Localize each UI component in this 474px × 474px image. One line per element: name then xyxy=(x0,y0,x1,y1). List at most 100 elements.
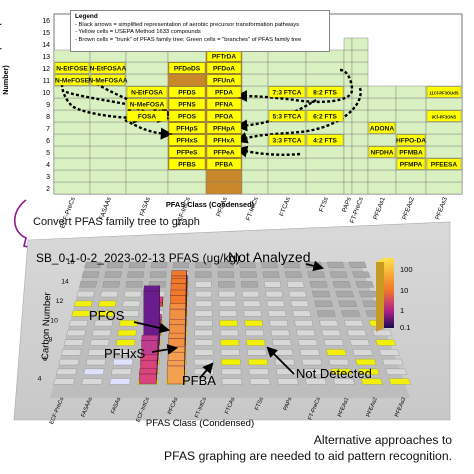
bottom-caption: Alternative approaches to PFAS graphing … xyxy=(164,432,452,464)
compound-cell xyxy=(426,158,462,170)
compound-label: PFDoDS xyxy=(174,66,201,73)
graph-3d-y-tick: 12 xyxy=(56,298,64,305)
graph-3d-cell xyxy=(81,271,100,278)
tree-cell xyxy=(395,109,427,123)
convert-caption: Convert PFAS family tree to graph xyxy=(33,216,200,228)
graph-3d-cell xyxy=(220,349,240,356)
graph-3d-y-tick: 10 xyxy=(50,317,58,324)
compound-label: PFUnA xyxy=(213,78,235,85)
compound-label: N-EtFOSAA xyxy=(90,66,127,73)
graph-3d-cell xyxy=(249,378,271,385)
graph-3d-cell xyxy=(288,290,307,298)
graph-3d-cell xyxy=(111,368,132,375)
graph-3d-cell xyxy=(94,320,114,327)
graph-3d-cell xyxy=(332,281,351,288)
graph-3d-cell xyxy=(195,271,212,278)
graph-3d-cell xyxy=(61,349,82,356)
compound-label: 4:2 FTS xyxy=(313,138,337,145)
graph-3d-cell xyxy=(335,290,355,298)
tree-cell xyxy=(305,181,345,195)
y-tick-label: 7 xyxy=(46,126,50,133)
graph-3d-cell xyxy=(55,368,78,375)
graph-3d-bar-top xyxy=(140,354,158,361)
colorbar-tick: 10 xyxy=(400,286,408,295)
graph-3d-cell xyxy=(127,271,145,278)
tree-cell xyxy=(351,145,369,159)
not-analyzed-label: Not Analyzed xyxy=(228,249,311,265)
compound-label: N-MeFOSA xyxy=(130,102,165,109)
y-axis-title: Total Number of Carbons in Compound (Car… xyxy=(0,0,10,162)
graph-3d-cell xyxy=(194,310,213,317)
tree-cell xyxy=(343,133,353,147)
compound-cell xyxy=(206,122,242,134)
tree-cell xyxy=(343,157,353,171)
tree-cell xyxy=(305,121,345,135)
tree-cell xyxy=(367,109,397,123)
graph-3d-cell xyxy=(299,349,320,356)
compound-label: PFHpS xyxy=(176,126,198,133)
tree-cell xyxy=(53,157,91,171)
tree-cell xyxy=(241,121,269,135)
graph-3d-cell xyxy=(292,310,312,317)
tree-cell xyxy=(89,157,127,171)
graph-3d-cell xyxy=(297,339,318,346)
graph-3d-bar-top xyxy=(171,270,187,277)
graph-3d-cell xyxy=(326,261,345,268)
graph-3d-cell xyxy=(63,339,84,346)
graph-3d-cell xyxy=(96,310,115,317)
pfba-label: PFBA xyxy=(182,373,216,388)
graph-3d-cell xyxy=(375,339,397,346)
graph-3d-cell xyxy=(378,349,400,356)
tree-cell xyxy=(267,181,307,195)
graph-3d-cell xyxy=(296,329,316,336)
compound-cell xyxy=(54,74,90,86)
graph-3d-bar-top xyxy=(169,303,186,310)
graph-3d-cell xyxy=(194,349,214,356)
legend-item: - Black arrows = simplified representati… xyxy=(75,21,300,28)
tree-cell xyxy=(89,181,127,195)
graph-3d-y-tick: 4 xyxy=(38,376,42,383)
compound-cell xyxy=(206,110,242,122)
y-tick-label: 6 xyxy=(46,138,50,145)
graph-3d-cell xyxy=(309,281,328,288)
compound-label: N-EtFOSA xyxy=(131,90,163,97)
tree-cell xyxy=(351,133,369,147)
x-tick-label: PFEAs3 xyxy=(434,196,449,221)
graph-3d-x-tick: PAPs xyxy=(283,396,294,411)
compound-cell xyxy=(168,62,206,74)
tree-cell xyxy=(53,121,91,135)
x-axis-title: PFAS Class (Condensed) xyxy=(166,200,255,209)
tree-cell xyxy=(125,145,169,159)
tree-cell xyxy=(351,109,369,123)
graph-3d-cell xyxy=(102,281,120,288)
compound-cell xyxy=(396,158,426,170)
graph-3d-cell xyxy=(194,300,213,307)
compound-cell xyxy=(126,86,168,98)
tree-cell xyxy=(205,181,243,195)
y-tick-label: 15 xyxy=(42,30,50,37)
tree-cell xyxy=(53,85,91,99)
graph-3d-cell xyxy=(343,320,364,327)
graph-3d-cell xyxy=(305,378,327,385)
compound-label: 9Cl-PF3ONS xyxy=(432,115,457,120)
graph-3d-cell xyxy=(221,368,242,375)
tree-cell xyxy=(125,133,169,147)
tree-cell xyxy=(241,169,269,183)
graph-3d-cell xyxy=(194,339,214,346)
compound-cell xyxy=(396,134,426,146)
tree-cell xyxy=(305,169,345,183)
tree-cell xyxy=(367,85,397,99)
compound-label: PFBS xyxy=(178,162,196,169)
graph-3d-bar-top xyxy=(170,278,187,284)
graph-3d-cell xyxy=(358,290,378,298)
compound-label: N-MeFOSE xyxy=(55,78,90,85)
graph-3d-cell xyxy=(240,271,257,278)
tree-cell xyxy=(367,133,397,147)
graph-3d-cell xyxy=(219,320,238,327)
graph-3d-cell xyxy=(218,290,236,298)
tree-cell xyxy=(267,61,307,75)
not-detected-arrow xyxy=(266,346,295,375)
graph-3d-cell xyxy=(194,329,213,336)
compound-label: FOSA xyxy=(138,114,157,121)
